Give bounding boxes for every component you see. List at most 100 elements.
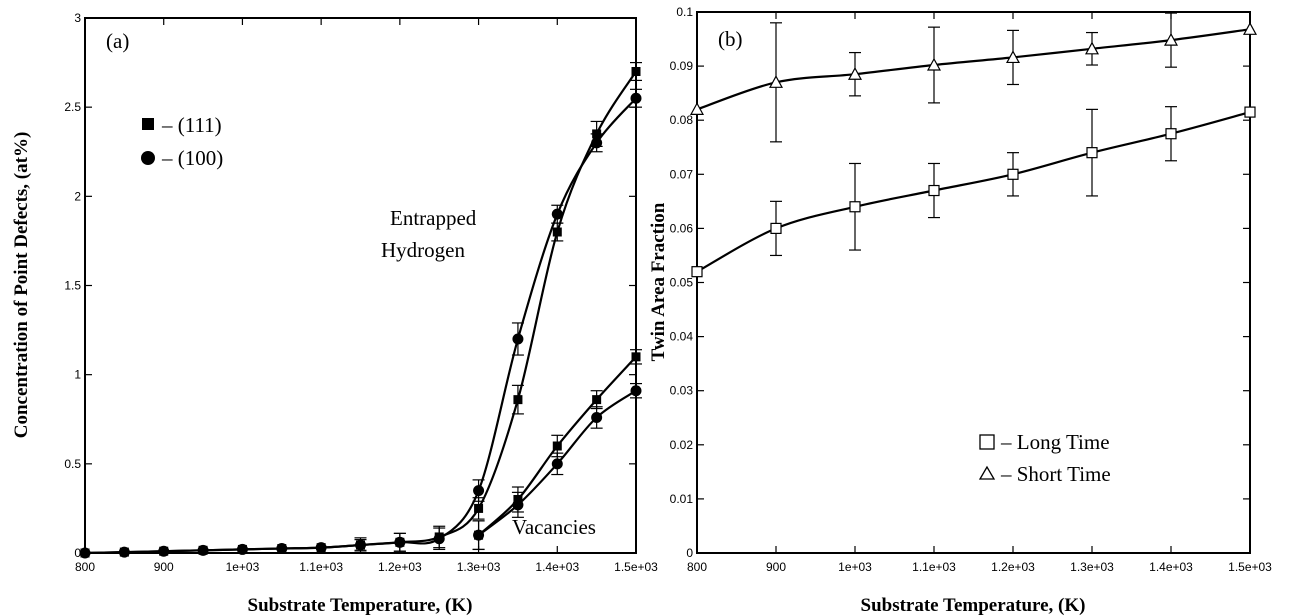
chart-b-frame xyxy=(696,11,1251,554)
data-point xyxy=(631,67,641,76)
data-point xyxy=(689,102,705,115)
y-tick-label: 2 xyxy=(74,189,81,203)
y-tick-label: 0.05 xyxy=(670,276,694,290)
data-point xyxy=(1163,32,1179,46)
chart-b: 800 900 1e+03 1.1e+03 1.2e+03 1.3e+03 1.4e+03 1… xyxy=(648,5,1272,616)
chart-b-xticks: 800 900 1e+03 1.1e+03 1.2e+03 1.3e+03 1.4e+03 1… xyxy=(687,12,1272,574)
data-point xyxy=(79,547,91,559)
x-tick-label: 1e+03 xyxy=(838,560,872,574)
y-tick-label: 0.09 xyxy=(670,59,694,73)
y-tick-label: 2.5 xyxy=(64,100,81,114)
legend-open-square-marker xyxy=(979,434,995,450)
data-point xyxy=(394,536,406,548)
x-tick-label: 1.1e+03 xyxy=(299,560,343,574)
data-point xyxy=(118,546,130,558)
data-point xyxy=(276,543,288,555)
data-point xyxy=(926,57,942,71)
data-point xyxy=(847,66,863,80)
data-point xyxy=(551,458,563,470)
y-tick-label: 0 xyxy=(686,546,693,560)
chart-a: 800 900 1e+03 1.1e+03 1.2e+03 1.3e+03 1.4e+03 1… xyxy=(11,11,658,616)
y-tick-label: 0.1 xyxy=(676,5,693,19)
data-point xyxy=(513,395,523,405)
x-tick-label: 800 xyxy=(687,560,707,574)
series-1-group xyxy=(689,12,1258,143)
data-point xyxy=(512,499,524,511)
legend-circle-marker xyxy=(141,151,155,165)
x-tick-label: 1.4e+03 xyxy=(535,560,579,574)
y-tick-label: 1 xyxy=(74,368,81,382)
data-point xyxy=(473,485,485,497)
x-tick-label: 900 xyxy=(766,560,786,574)
y-tick-label: 0.07 xyxy=(670,167,694,181)
chart-b-x-axis-label: Substrate Temperature, (K) xyxy=(861,595,1086,616)
data-point xyxy=(592,395,602,405)
data-point xyxy=(1244,106,1256,118)
data-point xyxy=(1086,147,1098,159)
legend-label-long-time: – Long Time xyxy=(1000,430,1110,454)
data-point xyxy=(474,503,484,513)
y-tick-label: 0.02 xyxy=(670,438,694,452)
data-point xyxy=(158,545,170,557)
chart-b-series xyxy=(689,12,1258,278)
chart-b-legend: – Long Time – Short Time xyxy=(978,430,1111,486)
y-tick-label: 0.04 xyxy=(670,330,694,344)
data-point xyxy=(315,542,327,554)
x-tick-label: 1.3e+03 xyxy=(1070,560,1114,574)
x-tick-label: 1.2e+03 xyxy=(991,560,1035,574)
data-point xyxy=(631,352,641,362)
data-point xyxy=(197,544,209,556)
series-1-group xyxy=(79,88,642,559)
y-tick-label: 0.01 xyxy=(670,492,694,506)
x-tick-label: 1e+03 xyxy=(226,560,260,574)
chart-b-panel-label: (b) xyxy=(718,27,743,51)
data-point xyxy=(552,441,562,451)
chart-a-xticks: 800 900 1e+03 1.1e+03 1.2e+03 1.3e+03 1.4e+03 1… xyxy=(75,18,658,574)
data-point xyxy=(1007,168,1019,180)
x-tick-label: 1.4e+03 xyxy=(1149,560,1193,574)
chart-a-annotation-vacancies: Vacancies xyxy=(512,515,596,539)
x-tick-label: 1.5e+03 xyxy=(614,560,658,574)
y-tick-label: 0.03 xyxy=(670,384,694,398)
y-tick-label: 1.5 xyxy=(64,279,81,293)
legend-label-short-time: – Short Time xyxy=(1000,462,1111,486)
series-0-group xyxy=(691,106,1256,278)
data-point xyxy=(928,184,940,197)
y-tick-label: 0.08 xyxy=(670,113,694,127)
chart-a-panel-label: (a) xyxy=(106,29,129,53)
series-line xyxy=(84,70,637,555)
chart-b-y-axis-label: Twin Area Fraction xyxy=(648,202,669,361)
series-line xyxy=(84,97,637,555)
chart-b-yticks: 0 0.01 0.02 0.03 0.04 0.05 0.06 0.07 0.08 0.09 0.1 xyxy=(670,5,1250,560)
y-tick-label: 0 xyxy=(74,546,81,560)
legend-label-100: – (100) xyxy=(161,146,223,170)
y-tick-label: 3 xyxy=(74,11,81,25)
x-tick-label: 800 xyxy=(75,560,95,574)
data-point xyxy=(591,411,603,423)
chart-a-annotation-hydrogen: Hydrogen xyxy=(381,238,465,262)
chart-a-y-axis-label: Concentration of Point Defects, (at%) xyxy=(11,132,32,439)
x-tick-label: 1.5e+03 xyxy=(1228,560,1272,574)
legend-open-triangle-marker xyxy=(978,465,996,480)
x-tick-label: 1.3e+03 xyxy=(457,560,501,574)
y-tick-label: 0.06 xyxy=(670,221,694,235)
data-point xyxy=(770,222,782,234)
y-tick-label: 0.5 xyxy=(64,457,81,471)
data-point xyxy=(433,533,445,545)
data-point xyxy=(355,539,366,551)
data-point xyxy=(552,227,562,237)
x-tick-label: 900 xyxy=(154,560,174,574)
data-point xyxy=(849,201,861,213)
chart-a-legend: – (111) – (100) xyxy=(141,113,223,170)
chart-a-x-axis-label: Substrate Temperature, (K) xyxy=(248,595,473,616)
data-point xyxy=(1005,50,1021,64)
chart-a-annotation-entrapped: Entrapped xyxy=(390,206,477,230)
data-point xyxy=(236,543,248,555)
data-point xyxy=(512,333,524,345)
data-point xyxy=(768,75,784,88)
data-point xyxy=(551,208,563,220)
chart-a-series xyxy=(79,61,642,559)
legend-label-111: – (111) xyxy=(161,113,222,137)
data-point xyxy=(630,385,642,397)
chart-a-frame xyxy=(84,17,637,554)
